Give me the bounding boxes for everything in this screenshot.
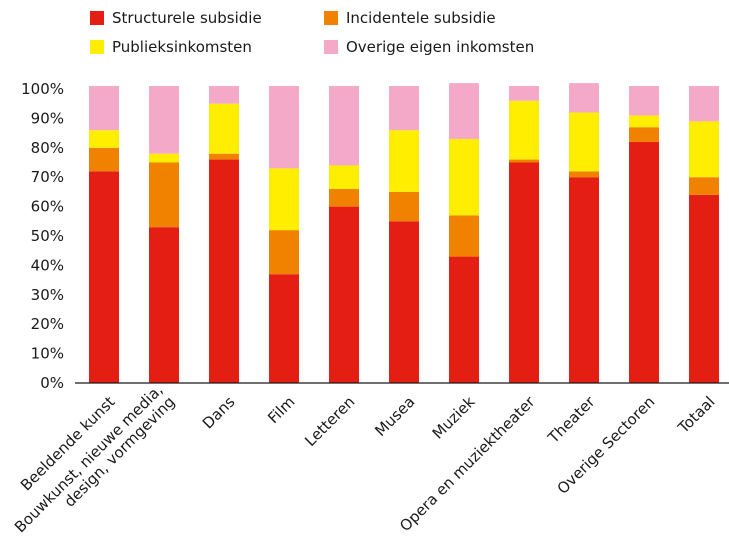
legend-label-publieks: Publieksinkomsten — [112, 38, 252, 56]
x-tick-label: Letteren — [301, 393, 358, 450]
legend-swatch-structurele — [90, 11, 104, 25]
bar-segment — [389, 221, 419, 383]
bar-segment — [509, 162, 539, 383]
y-tick-label: 80% — [31, 139, 64, 157]
y-tick-label: 20% — [31, 315, 64, 333]
bar-segment — [509, 86, 539, 101]
legend-item-publieks: Publieksinkomsten — [90, 37, 252, 57]
bar-segment — [269, 274, 299, 383]
legend-swatch-overige — [324, 40, 338, 54]
bar-segment — [389, 191, 419, 222]
bar-segment — [89, 86, 119, 131]
legend-swatch-publieks — [90, 40, 104, 54]
x-tick-label: Muziek — [429, 393, 479, 443]
legend-item-incidentele: Incidentele subsidie — [324, 8, 496, 28]
bar-segment — [569, 83, 599, 113]
legend: Structurele subsidie Incidentele subsidi… — [0, 0, 729, 70]
legend-label-structurele: Structurele subsidie — [112, 9, 262, 27]
bar-segment — [329, 206, 359, 383]
bar-segment — [569, 171, 599, 178]
bar-segment — [689, 121, 719, 178]
bar-segment — [329, 165, 359, 189]
bar-segment — [269, 230, 299, 275]
y-tick-label: 90% — [31, 109, 64, 127]
bar-segment — [389, 86, 419, 131]
bar-segment — [209, 159, 239, 383]
bar-segment — [449, 138, 479, 216]
bar-segment — [689, 86, 719, 122]
bar-segment — [629, 115, 659, 128]
bar-segment — [689, 194, 719, 383]
x-tick-label: Dans — [199, 393, 239, 433]
bar-segment — [89, 171, 119, 383]
legend-label-overige: Overige eigen inkomsten — [346, 38, 535, 56]
bar-segment — [329, 86, 359, 166]
bar-segment — [209, 153, 239, 160]
legend-swatch-incidentele — [324, 11, 338, 25]
y-tick-label: 60% — [31, 198, 64, 216]
bar-segment — [209, 103, 239, 154]
y-tick-label: 100% — [21, 80, 64, 98]
bar-segment — [629, 127, 659, 142]
bar-segment — [149, 162, 179, 228]
bar-segment — [689, 177, 719, 195]
bar-segment — [149, 86, 179, 154]
x-tick-label: Film — [264, 393, 298, 427]
x-tick-label: Theater — [544, 392, 599, 447]
bar-segment — [89, 130, 119, 148]
bar-segment — [449, 83, 479, 139]
bar-segment — [509, 100, 539, 160]
legend-item-overige: Overige eigen inkomsten — [324, 37, 534, 57]
y-tick-label: 40% — [31, 256, 64, 274]
bar-segment — [569, 177, 599, 383]
x-tick-label: Totaal — [674, 393, 719, 438]
bar-segment — [389, 130, 419, 192]
bar-segment — [269, 168, 299, 231]
bar-segment — [89, 147, 119, 172]
legend-item-structurele: Structurele subsidie — [90, 8, 262, 28]
legend-label-incidentele: Incidentele subsidie — [346, 9, 496, 27]
bar-segment — [449, 256, 479, 383]
bar-segment — [569, 112, 599, 172]
y-tick-label: 50% — [31, 227, 64, 245]
bar-segment — [509, 159, 539, 163]
bar-segment — [629, 86, 659, 116]
y-tick-label: 0% — [40, 374, 64, 392]
bar-segment — [209, 86, 239, 104]
bar-segment — [629, 141, 659, 383]
x-tick-label: Musea — [371, 393, 418, 440]
bar-segment — [329, 188, 359, 207]
y-tick-label: 30% — [31, 286, 64, 304]
y-tick-label: 70% — [31, 168, 64, 186]
y-tick-label: 10% — [31, 345, 64, 363]
bar-segment — [269, 86, 299, 169]
bar-segment — [449, 215, 479, 257]
bar-segment — [149, 153, 179, 163]
bar-segment — [149, 227, 179, 383]
